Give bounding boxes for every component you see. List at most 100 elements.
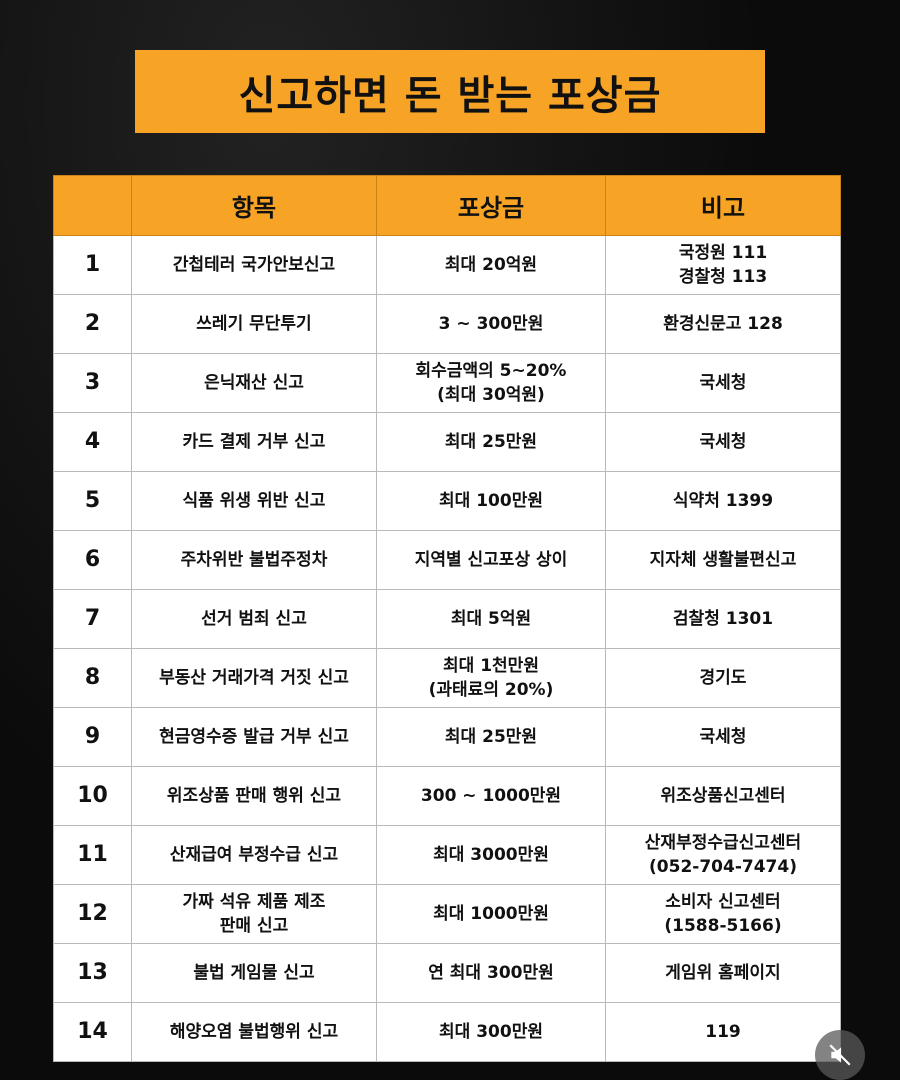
muted-speaker-icon: [829, 1044, 851, 1066]
note-line: 식약처 1399: [672, 491, 774, 511]
cell-item: 불법 게임물 신고: [131, 943, 377, 1003]
page-title: 신고하면 돈 받는 포상금: [238, 72, 662, 119]
table-row: 13 불법 게임물 신고 연 최대 300만원 게임위 홈페이지: [53, 943, 841, 1003]
note-line: 소비자 신고센터: [665, 892, 781, 912]
note-line: 국세청: [699, 727, 747, 747]
cell-reward: 최대 25만원: [376, 707, 606, 767]
cell-item: 현금영수증 발급 거부 신고: [131, 707, 377, 767]
note-line: 위조상품신고센터: [660, 786, 786, 806]
reward-line: 최대 1000만원: [433, 904, 549, 924]
item-line: 위조상품 판매 행위 신고: [166, 786, 342, 806]
note-line: 국세청: [699, 373, 747, 393]
reward-line: 지역별 신고포상 상이: [414, 550, 568, 570]
reward-line: 3 ~ 300만원: [438, 314, 544, 334]
cell-reward: 최대 1000만원: [376, 884, 606, 944]
reward-line: 최대 300만원: [439, 1022, 543, 1042]
reward-line: 최대 3000만원: [433, 845, 549, 865]
item-line: 쓰레기 무단투기: [196, 314, 312, 334]
cell-note: 게임위 홈페이지: [605, 943, 841, 1003]
item-line: 식품 위생 위반 신고: [182, 491, 326, 511]
table-row: 8 부동산 거래가격 거짓 신고 최대 1천만원 (과태료의 20%) 경기도: [53, 648, 841, 708]
row-number: 14: [53, 1002, 132, 1062]
reward-line: (최대 30억원): [437, 385, 545, 405]
cell-reward: 최대 100만원: [376, 471, 606, 531]
header-note: 비고: [605, 175, 841, 236]
row-number: 9: [53, 707, 132, 767]
item-line: 산재급여 부정수급 신고: [169, 845, 339, 865]
row-number: 2: [53, 294, 132, 354]
row-number: 13: [53, 943, 132, 1003]
cell-note: 소비자 신고센터 (1588-5166): [605, 884, 841, 944]
header-item: 항목: [131, 175, 377, 236]
item-line: 불법 게임물 신고: [193, 963, 315, 983]
item-line: 현금영수증 발급 거부 신고: [159, 727, 349, 747]
note-line: (1588-5166): [664, 916, 782, 936]
table-row: 2 쓰레기 무단투기 3 ~ 300만원 환경신문고 128: [53, 294, 841, 354]
cell-reward: 최대 20억원: [376, 235, 606, 295]
table-row: 4 카드 결제 거부 신고 최대 25만원 국세청: [53, 412, 841, 472]
cell-item: 쓰레기 무단투기: [131, 294, 377, 354]
cell-item: 간첩테러 국가안보신고: [131, 235, 377, 295]
cell-note: 위조상품신고센터: [605, 766, 841, 826]
note-line: 119: [705, 1022, 741, 1042]
cell-note: 국세청: [605, 412, 841, 472]
row-number: 4: [53, 412, 132, 472]
header-reward: 포상금: [376, 175, 606, 236]
note-line: 국세청: [699, 432, 747, 452]
cell-reward: 최대 1천만원 (과태료의 20%): [376, 648, 606, 708]
cell-item: 주차위반 불법주정차: [131, 530, 377, 590]
cell-item: 식품 위생 위반 신고: [131, 471, 377, 531]
table-row: 11 산재급여 부정수급 신고 최대 3000만원 산재부정수급신고센터 (052-70…: [53, 825, 841, 885]
cell-note: 검찰청 1301: [605, 589, 841, 649]
table-row: 9 현금영수증 발급 거부 신고 최대 25만원 국세청: [53, 707, 841, 767]
header-number: [53, 175, 132, 236]
cell-reward: 최대 300만원: [376, 1002, 606, 1062]
cell-note: 지자체 생활불편신고: [605, 530, 841, 590]
table-row: 7 선거 범죄 신고 최대 5억원 검찰청 1301: [53, 589, 841, 649]
cell-note: 산재부정수급신고센터 (052-704-7474): [605, 825, 841, 885]
row-number: 1: [53, 235, 132, 295]
reward-line: 연 최대 300만원: [428, 963, 554, 983]
cell-item: 위조상품 판매 행위 신고: [131, 766, 377, 826]
note-line: 국정원 111: [678, 243, 768, 263]
row-number: 5: [53, 471, 132, 531]
table-row: 3 은닉재산 신고 회수금액의 5~20% (최대 30억원) 국세청: [53, 353, 841, 413]
reward-line: 최대 5억원: [450, 609, 532, 629]
cell-note: 국세청: [605, 707, 841, 767]
table-row: 14 해양오염 불법행위 신고 최대 300만원 119: [53, 1002, 841, 1062]
cell-note: 국세청: [605, 353, 841, 413]
table-header-row: 항목 포상금 비고: [53, 175, 841, 236]
cell-item: 선거 범죄 신고: [131, 589, 377, 649]
item-line: 해양오염 불법행위 신고: [169, 1022, 339, 1042]
row-number: 3: [53, 353, 132, 413]
table-row: 10 위조상품 판매 행위 신고 300 ~ 1000만원 위조상품신고센터: [53, 766, 841, 826]
cell-note: 경기도: [605, 648, 841, 708]
cell-reward: 300 ~ 1000만원: [376, 766, 606, 826]
cell-reward: 연 최대 300만원: [376, 943, 606, 1003]
reward-table: 항목 포상금 비고 1 간첩테러 국가안보신고 최대 20억원 국정원 111 경찰청 …: [53, 175, 841, 1062]
item-line: 판매 신고: [219, 916, 289, 936]
row-number: 7: [53, 589, 132, 649]
reward-line: 최대 25만원: [444, 727, 538, 747]
cell-reward: 최대 25만원: [376, 412, 606, 472]
cell-reward: 최대 3000만원: [376, 825, 606, 885]
cell-note: 식약처 1399: [605, 471, 841, 531]
reward-line: 최대 20억원: [444, 255, 538, 275]
item-line: 카드 결제 거부 신고: [182, 432, 326, 452]
cell-reward: 최대 5억원: [376, 589, 606, 649]
mute-button[interactable]: [815, 1030, 865, 1080]
note-line: 게임위 홈페이지: [665, 963, 781, 983]
cell-reward: 3 ~ 300만원: [376, 294, 606, 354]
reward-line: 최대 25만원: [444, 432, 538, 452]
cell-note: 환경신문고 128: [605, 294, 841, 354]
note-line: 경찰청 113: [678, 267, 768, 287]
note-line: 검찰청 1301: [672, 609, 774, 629]
note-line: 지자체 생활불편신고: [649, 550, 797, 570]
reward-line: 300 ~ 1000만원: [420, 786, 562, 806]
cell-item: 부동산 거래가격 거짓 신고: [131, 648, 377, 708]
cell-item: 은닉재산 신고: [131, 353, 377, 413]
table-row: 1 간첩테러 국가안보신고 최대 20억원 국정원 111 경찰청 113: [53, 235, 841, 295]
row-number: 12: [53, 884, 132, 944]
row-number: 10: [53, 766, 132, 826]
reward-line: 회수금액의 5~20%: [415, 361, 567, 381]
